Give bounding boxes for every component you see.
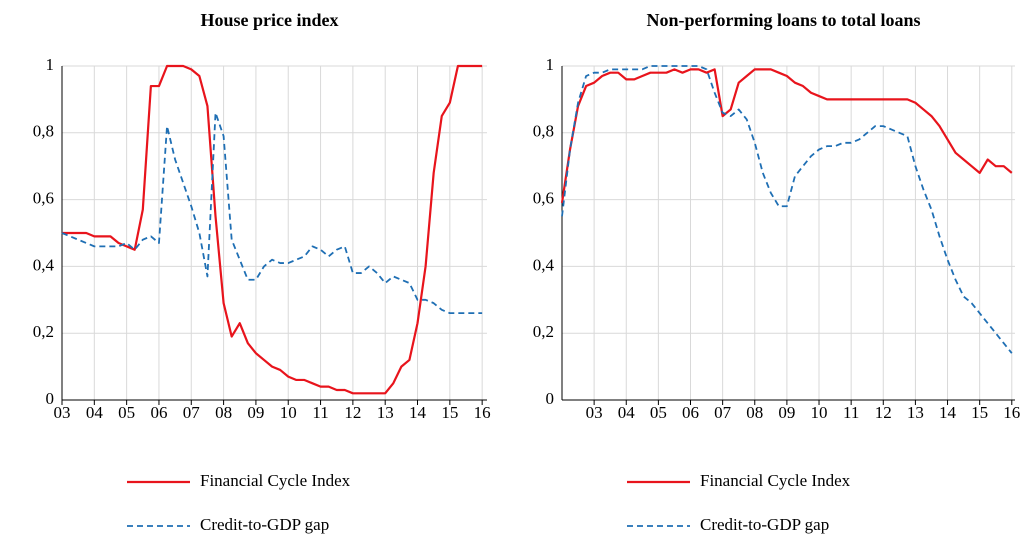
x-tick-label: 06 — [150, 403, 167, 422]
y-tick-label: 0 — [46, 389, 55, 408]
legend-label: Credit-to-GDP gap — [700, 515, 829, 534]
x-tick-label: 13 — [907, 403, 924, 422]
y-tick-label: 1 — [546, 55, 555, 74]
x-tick-label: 14 — [939, 403, 957, 422]
legend-label: Financial Cycle Index — [200, 471, 351, 490]
x-tick-label: 16 — [474, 403, 491, 422]
x-tick-label: 16 — [1003, 403, 1020, 422]
y-tick-label: 0,4 — [33, 255, 55, 274]
chart-title: Non-performing loans to total loans — [647, 10, 921, 30]
legend-label: Credit-to-GDP gap — [200, 515, 329, 534]
x-tick-label: 05 — [118, 403, 135, 422]
x-tick-label: 09 — [247, 403, 264, 422]
y-tick-label: 0,2 — [533, 322, 554, 341]
y-tick-label: 0,8 — [533, 122, 554, 141]
y-tick-label: 0 — [546, 389, 555, 408]
chart-title: House price index — [201, 10, 339, 30]
y-tick-label: 0,8 — [33, 122, 54, 141]
x-tick-label: 09 — [778, 403, 795, 422]
legend-label: Financial Cycle Index — [700, 471, 851, 490]
x-tick-label: 15 — [971, 403, 988, 422]
x-tick-label: 11 — [312, 403, 328, 422]
x-tick-label: 08 — [746, 403, 763, 422]
x-tick-label: 04 — [618, 403, 636, 422]
x-tick-label: 05 — [650, 403, 667, 422]
x-tick-label: 15 — [441, 403, 458, 422]
x-tick-label: 11 — [843, 403, 859, 422]
x-tick-label: 14 — [409, 403, 427, 422]
x-tick-label: 07 — [183, 403, 201, 422]
x-tick-label: 03 — [54, 403, 71, 422]
x-tick-label: 04 — [86, 403, 104, 422]
y-tick-label: 0,2 — [33, 322, 54, 341]
x-tick-label: 06 — [682, 403, 699, 422]
x-tick-label: 12 — [344, 403, 361, 422]
data-line — [560, 68, 1013, 204]
x-tick-label: 07 — [714, 403, 732, 422]
x-tick-label: 10 — [280, 403, 297, 422]
x-tick-label: 13 — [377, 403, 394, 422]
y-tick-label: 1 — [46, 55, 55, 74]
data-line — [62, 64, 483, 395]
data-line — [61, 111, 483, 315]
data-line — [561, 65, 1013, 354]
y-tick-label: 0,6 — [33, 189, 54, 208]
x-tick-label: 12 — [875, 403, 892, 422]
x-tick-label: 03 — [586, 403, 603, 422]
x-tick-label: 08 — [215, 403, 232, 422]
y-tick-label: 0,6 — [533, 189, 554, 208]
x-tick-label: 10 — [811, 403, 828, 422]
y-tick-label: 0,4 — [533, 255, 555, 274]
